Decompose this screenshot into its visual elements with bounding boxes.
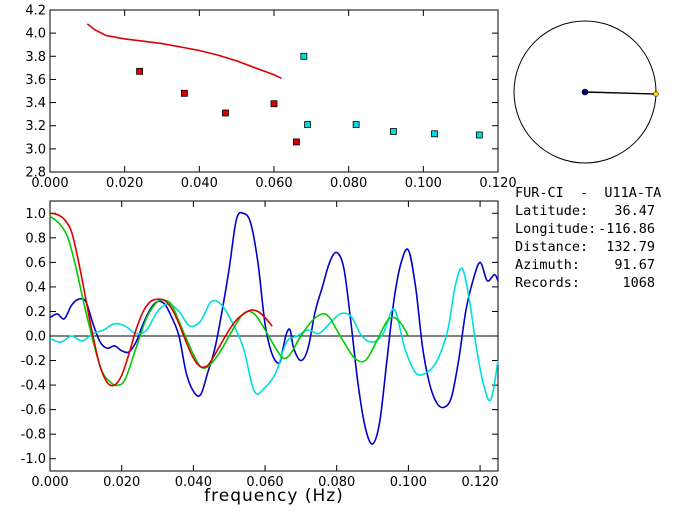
coherency-axis-ticks: 0.000 0.020 0.040 0.060 0.080 0.100 0.120 -1.0 -… [21, 201, 499, 490]
y-tick-label: 0.8 [25, 231, 46, 246]
info-label: Longitude: [515, 221, 596, 237]
y-tick-label: 2.8 [25, 166, 46, 181]
azimuth-center-dot [581, 88, 589, 96]
info-value: 91.67 [614, 257, 655, 273]
y-tick-label: 3.0 [25, 142, 46, 157]
x-tick-label: 0.020 [103, 475, 140, 490]
coherency-curve-3 [49, 212, 273, 387]
velocity-point-1-1 [180, 89, 188, 97]
y-tick-label: -0.6 [21, 403, 46, 418]
velocity-axis-ticks: 0.000 0.020 0.040 0.060 0.080 0.100 0.120 2.8 3.… [25, 4, 516, 192]
x-tick-label: 0.000 [31, 475, 68, 490]
azimuth-end-dot [653, 91, 659, 97]
y-tick-label: 0.4 [25, 280, 46, 295]
velocity-point-2-2 [352, 121, 360, 128]
x-tick-label: 0.060 [246, 475, 283, 490]
y-tick-label: 4.2 [25, 4, 46, 19]
coherency-curve-0 [49, 211, 499, 445]
info-label: Azimuth: [515, 257, 580, 273]
y-tick-label: 1.0 [25, 207, 46, 222]
y-tick-label: 0.6 [25, 256, 46, 271]
velocity-point-2-1 [304, 121, 312, 128]
station-info-rows: Latitude: 36.47 Longitude: -116.86 Distance:… [515, 203, 655, 291]
y-tick-label: -0.2 [21, 354, 46, 369]
x-tick-label: 0.120 [461, 475, 498, 490]
coherency-panel: 0.000 0.020 0.040 0.060 0.080 0.100 0.120 -1.0 -… [21, 200, 499, 506]
info-label: Distance: [515, 239, 588, 255]
velocity-point-2-4 [431, 130, 438, 138]
info-label: Records: [515, 275, 580, 291]
x-tick-label: 0.040 [175, 475, 212, 490]
velocity-point-2-5 [475, 131, 483, 139]
azimuth-diagram [513, 20, 659, 164]
y-tick-label: 4.0 [25, 27, 46, 42]
info-value: 1068 [622, 275, 655, 291]
y-tick-label: 0.2 [25, 305, 46, 320]
y-tick-label: 0.0 [25, 330, 46, 345]
velocity-curve-0 [86, 23, 282, 80]
x-tick-label: 0.100 [390, 475, 427, 490]
y-tick-label: 3.6 [25, 73, 46, 88]
velocity-point-1-4 [292, 138, 300, 146]
x-tick-label: 0.040 [181, 176, 218, 191]
coherency-data-marks [49, 211, 499, 445]
x-tick-label: 0.000 [31, 176, 68, 191]
station-info-panel: FUR-CI - U11A-TA Latitude: 36.47 Longitude… [515, 185, 661, 291]
velocity-point-2-0 [300, 52, 308, 60]
y-tick-label: 3.4 [25, 96, 46, 111]
x-tick-label: 0.120 [479, 176, 516, 191]
x-tick-label: 0.080 [330, 176, 367, 191]
x-tick-label: 0.020 [106, 176, 143, 191]
info-value: -116.86 [598, 221, 655, 237]
y-tick-label: -0.4 [21, 379, 46, 394]
velocity-data-marks [86, 23, 483, 146]
velocity-point-1-0 [136, 67, 144, 75]
y-tick-label: 3.8 [25, 50, 46, 65]
x-axis-label: frequency (Hz) [204, 486, 344, 506]
x-tick-label: 0.100 [405, 176, 442, 191]
y-tick-label: -1.0 [21, 452, 46, 467]
velocity-point-2-3 [390, 128, 397, 135]
x-tick-label: 0.080 [318, 475, 355, 490]
info-value: 36.47 [614, 203, 655, 219]
azimuth-line [584, 91, 656, 95]
coherency-curve-1 [49, 267, 499, 402]
station-pair-label: FUR-CI - U11A-TA [515, 185, 661, 201]
velocity-panel: 0.000 0.020 0.040 0.060 0.080 0.100 0.120 2.8 3.… [25, 4, 516, 192]
y-tick-label: 3.2 [25, 119, 46, 134]
y-tick-label: -0.8 [21, 428, 46, 443]
velocity-plot-frame [49, 9, 499, 173]
info-label: Latitude: [515, 203, 588, 219]
velocity-point-1-2 [222, 109, 229, 117]
velocity-point-1-3 [270, 100, 278, 108]
info-value: 132.79 [606, 239, 655, 255]
x-tick-label: 0.060 [255, 176, 292, 191]
